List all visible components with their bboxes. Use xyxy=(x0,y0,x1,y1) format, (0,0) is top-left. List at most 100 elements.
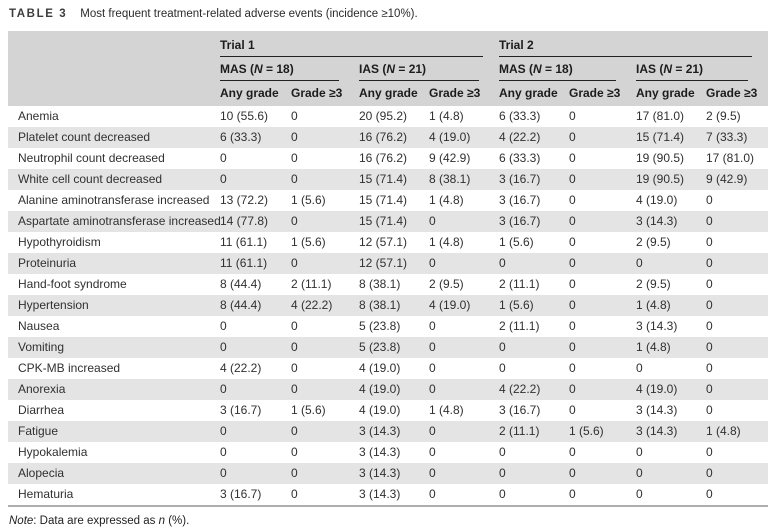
value-cell: 3 (16.7) xyxy=(499,214,541,228)
trial1-mas-label: MAS (N = 18) xyxy=(220,57,339,81)
group-label-text: IAS ( xyxy=(636,62,664,76)
note-tail: (%). xyxy=(165,515,190,527)
value-cell: 0 xyxy=(499,445,506,459)
adverse-event-label: Alanine aminotransferase increased xyxy=(18,193,210,207)
note-n: n xyxy=(158,515,165,527)
value-cell: 0 xyxy=(569,109,576,123)
value-cell: 5 (23.8) xyxy=(359,340,401,354)
value-cell: 0 xyxy=(636,487,643,501)
adverse-event-label: Nausea xyxy=(18,319,60,333)
value-cell: 0 xyxy=(220,151,227,165)
value-cell: 0 xyxy=(291,256,298,270)
value-cell: 0 xyxy=(220,445,227,459)
value-cell: 0 xyxy=(706,487,713,501)
value-cell: 4 (22.2) xyxy=(499,382,541,396)
value-cell: 0 xyxy=(706,403,713,417)
value-cell: 3 (14.3) xyxy=(636,403,678,417)
value-cell: 0 xyxy=(429,445,436,459)
value-cell: 8 (44.4) xyxy=(220,298,262,312)
adverse-event-label: White cell count decreased xyxy=(18,172,163,186)
value-cell: 0 xyxy=(706,466,713,480)
value-cell: 0 xyxy=(706,298,713,312)
value-cell: 1 (5.6) xyxy=(291,403,326,417)
value-cell: 8 (38.1) xyxy=(359,277,401,291)
value-cell: 4 (19.0) xyxy=(429,298,471,312)
value-cell: 0 xyxy=(636,256,643,270)
table-row: Hypertension 8 (44.4) 4 (22.2) 8 (38.1) 4 (1… xyxy=(8,295,768,316)
group-label-text: = 21) xyxy=(395,62,427,76)
value-cell: 3 (14.3) xyxy=(359,445,401,459)
value-cell: 16 (76.2) xyxy=(359,130,408,144)
value-cell: 1 (4.8) xyxy=(429,235,464,249)
col-header-any-grade: Any grade xyxy=(359,81,429,106)
adverse-event-label: Fatigue xyxy=(18,424,59,438)
table-body: Anemia 10 (55.6) 0 20 (95.2) 1 (4.8) 6 (33.3)… xyxy=(8,106,768,506)
col-header-any-grade: Any grade xyxy=(499,81,569,106)
table-row: Anemia 10 (55.6) 0 20 (95.2) 1 (4.8) 6 (33.3)… xyxy=(8,106,768,127)
value-cell: 0 xyxy=(220,382,227,396)
value-cell: 2 (9.5) xyxy=(706,109,741,123)
value-cell: 3 (14.3) xyxy=(359,424,401,438)
table-row: Anorexia 0 0 4 (19.0) 0 4 (22.2) 0 4 (19.0) 0 xyxy=(8,379,768,400)
value-cell: 0 xyxy=(429,487,436,501)
value-cell: 3 (14.3) xyxy=(636,214,678,228)
value-cell: 3 (16.7) xyxy=(220,487,262,501)
value-cell: 0 xyxy=(569,298,576,312)
value-cell: 0 xyxy=(569,130,576,144)
value-cell: 11 (61.1) xyxy=(220,235,268,249)
value-cell: 1 (4.8) xyxy=(429,109,464,123)
value-cell: 0 xyxy=(706,193,713,207)
table-row: Alanine aminotransferase increased 13 (72… xyxy=(8,190,768,211)
adverse-event-label: Hand-foot syndrome xyxy=(18,277,127,291)
value-cell: 0 xyxy=(220,319,227,333)
value-cell: 19 (90.5) xyxy=(636,172,685,186)
value-cell: 0 xyxy=(706,214,713,228)
value-cell: 0 xyxy=(291,445,298,459)
value-cell: 7 (33.3) xyxy=(706,130,748,144)
value-cell: 0 xyxy=(499,256,506,270)
value-cell: 0 xyxy=(291,151,298,165)
trial2-ias-header-cell: IAS (N = 21) xyxy=(636,57,768,81)
group-header-row: MAS (N = 18) IAS (N = 21) MAS (N = 18) I… xyxy=(8,57,768,81)
adverse-event-label: Hypertension xyxy=(18,298,89,312)
value-cell: 0 xyxy=(636,445,643,459)
value-cell: 13 (72.2) xyxy=(220,193,269,207)
group-label-n: N xyxy=(663,62,673,76)
subheader-row: Any grade Grade ≥3 Any grade Grade ≥3 An… xyxy=(8,81,768,106)
table-row: Aspartate aminotransferase increased 14 (… xyxy=(8,211,768,232)
adverse-event-label: Aspartate aminotransferase increased xyxy=(18,214,221,228)
value-cell: 1 (5.6) xyxy=(569,424,604,438)
note-text: : Data are expressed as xyxy=(33,515,159,527)
col-header-grade-ge3: Grade ≥3 xyxy=(706,81,768,106)
value-cell: 0 xyxy=(429,256,436,270)
adverse-event-label: Hypokalemia xyxy=(18,445,88,459)
value-cell: 0 xyxy=(569,361,576,375)
value-cell: 0 xyxy=(569,340,576,354)
table-row: Platelet count decreased 6 (33.3) 0 16 (76.… xyxy=(8,127,768,148)
value-cell: 0 xyxy=(429,361,436,375)
value-cell: 4 (19.0) xyxy=(636,382,678,396)
value-cell: 0 xyxy=(220,424,227,438)
table-row: Proteinuria 11 (61.1) 0 12 (57.1) 0 0 0 0 0 xyxy=(8,253,768,274)
value-cell: 0 xyxy=(499,466,506,480)
value-cell: 0 xyxy=(429,466,436,480)
adverse-events-table: Trial 1 Trial 2 MAS (N = 18) IAS (N = 21… xyxy=(8,31,768,507)
value-cell: 0 xyxy=(569,382,576,396)
value-cell: 9 (42.9) xyxy=(429,151,471,165)
value-cell: 3 (14.3) xyxy=(636,319,678,333)
value-cell: 17 (81.0) xyxy=(636,109,685,123)
col-header-any-grade: Any grade xyxy=(220,81,291,106)
value-cell: 9 (42.9) xyxy=(706,172,748,186)
value-cell: 0 xyxy=(706,277,713,291)
trial2-ias-label: IAS (N = 21) xyxy=(636,57,748,81)
trial1-ias-header-cell: IAS (N = 21) xyxy=(359,57,499,81)
value-cell: 1 (4.8) xyxy=(636,340,671,354)
group-label-text: MAS ( xyxy=(499,62,533,76)
value-cell: 0 xyxy=(569,445,576,459)
group-label-text: = 18) xyxy=(262,62,294,76)
value-cell: 0 xyxy=(569,235,576,249)
table-row: Hypokalemia 0 0 3 (14.3) 0 0 0 0 0 xyxy=(8,442,768,463)
value-cell: 3 (16.7) xyxy=(499,403,541,417)
value-cell: 0 xyxy=(291,424,298,438)
empty-corner-cell xyxy=(8,57,220,81)
